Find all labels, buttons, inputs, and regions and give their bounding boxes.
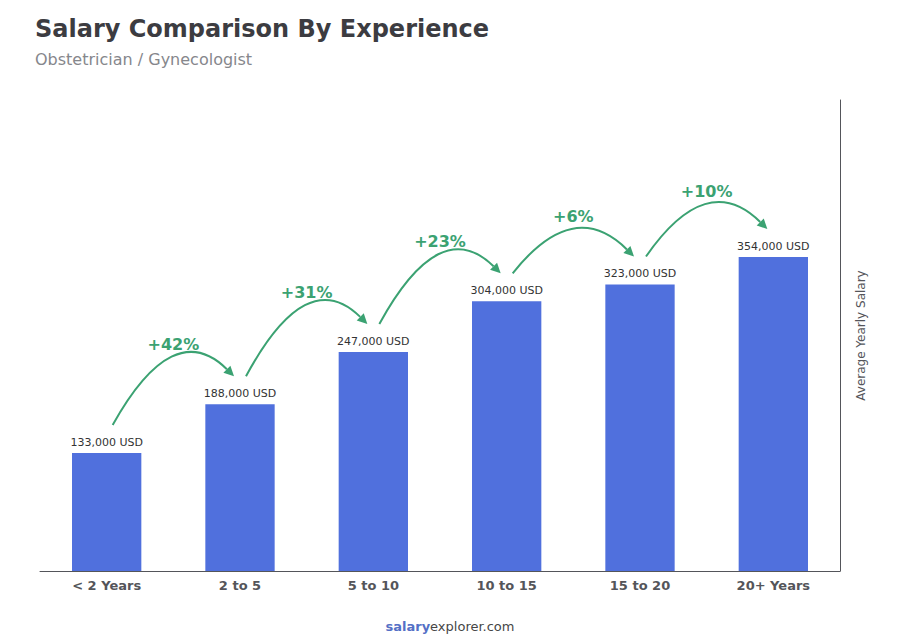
svg-text:salary: salary: [385, 619, 430, 634]
svg-text:133,000 USD: 133,000 USD: [70, 436, 143, 449]
svg-text:Average Yearly Salary: Average Yearly Salary: [854, 270, 868, 400]
svg-text:304,000 USD: 304,000 USD: [470, 284, 543, 297]
svg-text:2 to 5: 2 to 5: [219, 578, 261, 593]
svg-text:323,000 USD: 323,000 USD: [604, 267, 677, 280]
svg-text:+31%: +31%: [281, 283, 333, 302]
svg-text:+10%: +10%: [681, 182, 733, 201]
svg-text:< 2 Years: < 2 Years: [72, 578, 141, 593]
svg-text:5 to 10: 5 to 10: [348, 578, 399, 593]
svg-text:20+ Years: 20+ Years: [737, 578, 811, 593]
svg-text:Salary Comparison By Experienc: Salary Comparison By Experience: [35, 15, 489, 43]
svg-text:354,000 USD: 354,000 USD: [737, 240, 810, 253]
svg-text:188,000 USD: 188,000 USD: [204, 387, 277, 400]
svg-text:Obstetrician / Gynecologist: Obstetrician / Gynecologist: [35, 50, 252, 69]
svg-text:15 to 20: 15 to 20: [610, 578, 670, 593]
svg-text:explorer.com: explorer.com: [430, 619, 514, 634]
svg-text:+23%: +23%: [414, 232, 466, 251]
svg-text:247,000 USD: 247,000 USD: [337, 335, 410, 348]
svg-text:+6%: +6%: [553, 207, 594, 226]
svg-text:+42%: +42%: [147, 335, 199, 354]
svg-text:10 to 15: 10 to 15: [476, 578, 536, 593]
